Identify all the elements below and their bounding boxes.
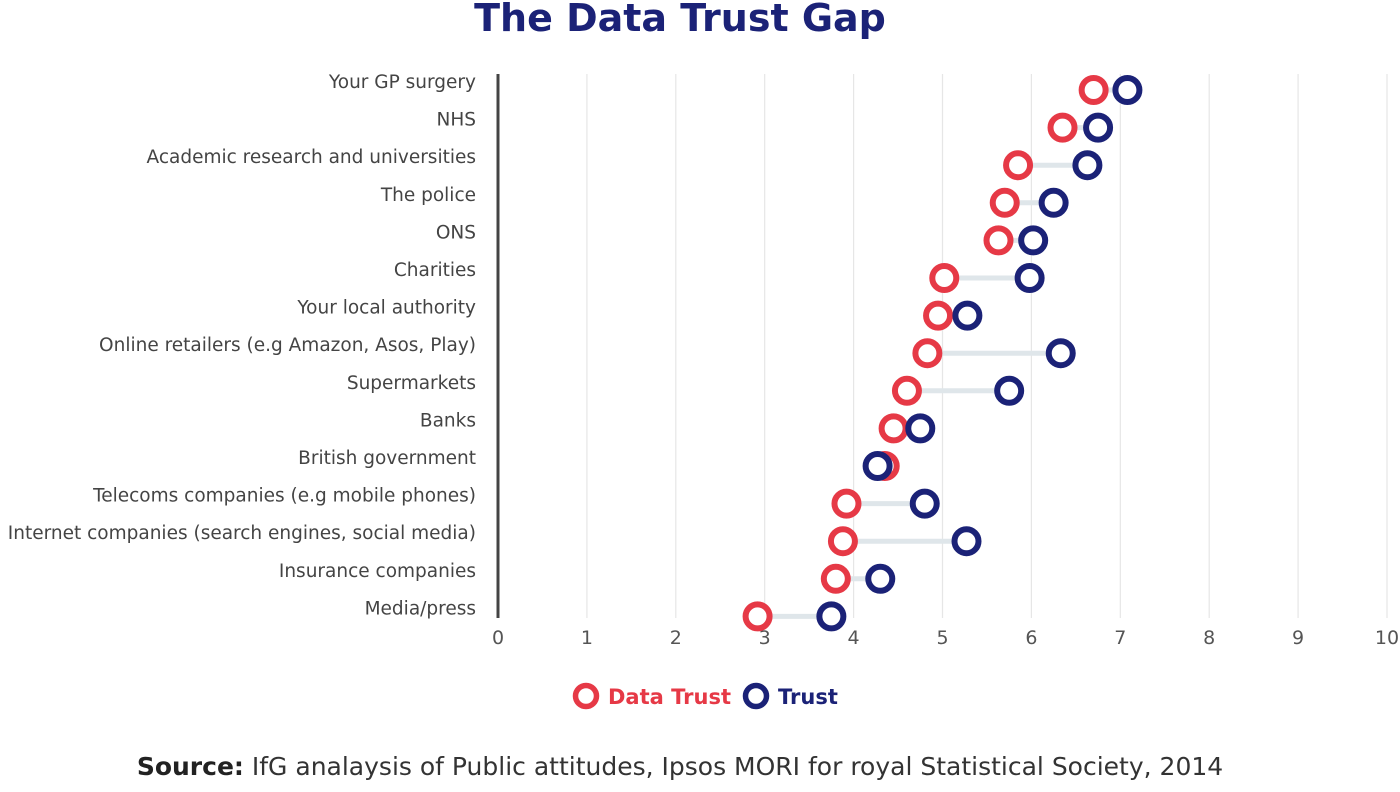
- trust-point[interactable]: [994, 375, 1025, 406]
- trust-point[interactable]: [1083, 112, 1114, 143]
- x-tick-label: 5: [936, 627, 948, 649]
- gridlines: [586, 74, 1388, 618]
- trust-point[interactable]: [816, 601, 847, 632]
- trust-point[interactable]: [1112, 75, 1143, 105]
- legend-label-trust: Trust: [778, 685, 838, 709]
- data-trust-point[interactable]: [878, 413, 909, 444]
- data-trust-point[interactable]: [1078, 75, 1109, 105]
- category-label: Charities: [394, 260, 476, 281]
- legend: Data Trust Trust: [572, 682, 838, 710]
- category-label: Your local authority: [296, 298, 476, 319]
- category-labels: Your GP surgery NHS Academic research and …: [8, 72, 476, 619]
- trust-point[interactable]: [951, 526, 982, 557]
- legend-label-data-trust: Data Trust: [608, 685, 731, 709]
- legend-item-data-trust[interactable]: Data Trust: [572, 682, 732, 710]
- data-trust-point[interactable]: [1047, 112, 1078, 143]
- legend-marker-trust: [742, 682, 770, 710]
- legend-marker-data-trust: [572, 682, 600, 710]
- category-label: Internet companies (search engines, soci…: [8, 523, 476, 544]
- data-trust-point[interactable]: [742, 601, 773, 632]
- trust-point[interactable]: [909, 488, 940, 519]
- x-tick-label: 8: [1203, 627, 1215, 649]
- x-tick-label: 4: [848, 627, 860, 649]
- chart-title: The Data Trust Gap: [474, 0, 886, 40]
- data-trust-point[interactable]: [1003, 150, 1034, 181]
- trust-point[interactable]: [1038, 187, 1069, 218]
- data-trust-point[interactable]: [820, 563, 851, 594]
- data-trust-point[interactable]: [912, 338, 943, 369]
- category-label: ONS: [436, 222, 476, 243]
- category-label: Supermarkets: [347, 373, 476, 394]
- x-tick-label: 6: [1025, 627, 1037, 649]
- data-trust-point[interactable]: [923, 300, 954, 331]
- x-tick-label: 10: [1375, 627, 1399, 649]
- trust-point[interactable]: [952, 300, 983, 331]
- source-note: Source: IfG analaysis of Public attitude…: [0, 752, 1360, 781]
- category-label: Telecoms companies (e.g mobile phones): [92, 486, 476, 507]
- data-trust-point[interactable]: [989, 187, 1020, 218]
- category-label: Insurance companies: [279, 561, 476, 582]
- x-tick-label: 9: [1292, 627, 1304, 649]
- x-tick-label: 7: [1114, 627, 1126, 649]
- category-label: British government: [298, 448, 476, 469]
- category-label: Academic research and universities: [147, 147, 477, 168]
- data-trust-point[interactable]: [891, 375, 922, 406]
- data-trust-point[interactable]: [983, 225, 1014, 256]
- x-tick-label: 2: [670, 627, 682, 649]
- category-label: Online retailers (e.g Amazon, Asos, Play…: [99, 335, 476, 356]
- category-label: Your GP surgery: [328, 72, 476, 93]
- trust-point[interactable]: [905, 413, 936, 444]
- category-label: The police: [380, 185, 476, 206]
- trust-point[interactable]: [1018, 225, 1049, 256]
- x-tick-label: 1: [581, 627, 593, 649]
- trust-point[interactable]: [1045, 338, 1076, 369]
- trust-point[interactable]: [1014, 263, 1045, 293]
- data-trust-point[interactable]: [827, 526, 858, 557]
- category-label: NHS: [437, 110, 477, 131]
- x-tick-label: 3: [759, 627, 771, 649]
- data-points: [742, 75, 1143, 632]
- legend-item-trust[interactable]: Trust: [742, 682, 838, 710]
- source-prefix: Source:: [136, 752, 244, 781]
- data-trust-point[interactable]: [831, 488, 862, 519]
- category-label: Media/press: [365, 598, 476, 619]
- x-tick-label: 0: [492, 627, 504, 649]
- data-trust-point[interactable]: [929, 263, 960, 293]
- source-text: IfG analaysis of Public attitudes, Ipsos…: [251, 752, 1224, 781]
- category-label: Banks: [420, 410, 476, 431]
- trust-point[interactable]: [1072, 150, 1103, 181]
- trust-point[interactable]: [862, 451, 893, 481]
- tick-labels: 0 1 2 3 4 5 6 7 8 9 10: [492, 627, 1399, 649]
- trust-point[interactable]: [865, 563, 896, 594]
